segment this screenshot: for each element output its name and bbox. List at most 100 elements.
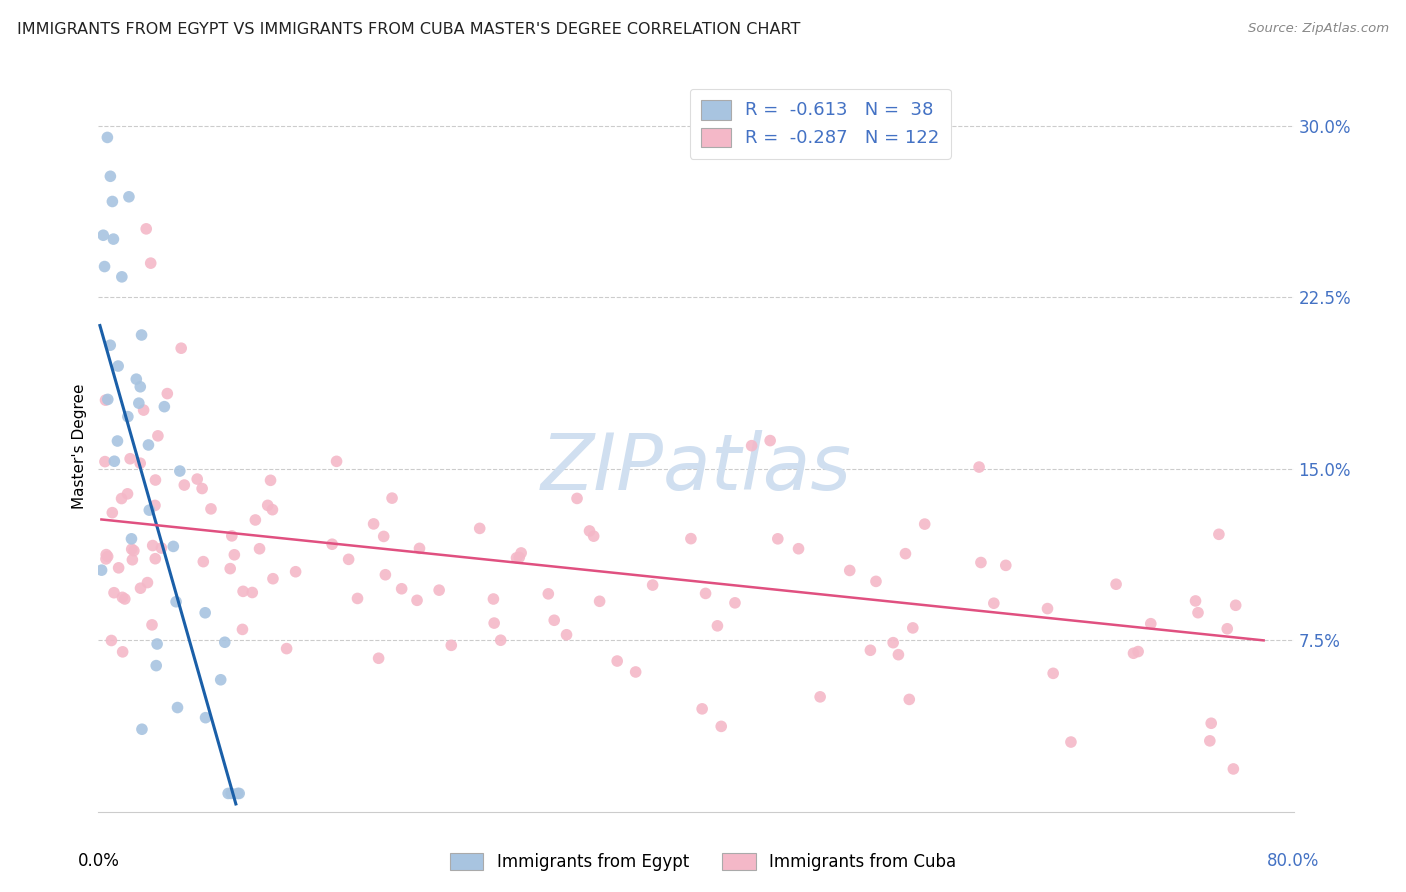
Point (111, 591, 134, 605)
Point (219, 787, 242, 801)
Point (145, 658, 167, 673)
Point (505, 550, 527, 565)
Point (231, 623, 253, 637)
Point (321, 537, 343, 551)
Point (256, 499, 278, 513)
Point (741, 439, 763, 453)
Point (193, 555, 215, 569)
Point (94, 455, 117, 469)
Point (1105, 577, 1128, 591)
Point (194, 711, 217, 725)
Point (166, 700, 188, 714)
Point (94, 552, 117, 566)
Point (578, 524, 600, 538)
Point (221, 529, 243, 543)
Point (93, 260, 115, 274)
Point (994, 558, 1017, 573)
Point (200, 501, 222, 516)
Point (482, 592, 505, 607)
Point (374, 567, 396, 582)
Point (641, 578, 664, 592)
Point (894, 547, 917, 561)
Point (555, 628, 578, 642)
Point (1122, 646, 1144, 660)
Point (129, 456, 152, 470)
Text: Source: ZipAtlas.com: Source: ZipAtlas.com (1249, 22, 1389, 36)
Point (214, 635, 236, 649)
Point (111, 645, 134, 659)
Point (165, 595, 187, 609)
Point (679, 532, 702, 546)
Point (107, 561, 129, 575)
Point (103, 585, 125, 599)
Point (1139, 616, 1161, 631)
Point (1225, 599, 1247, 613)
Point (1060, 735, 1083, 749)
Point (145, 473, 167, 487)
Point (191, 482, 214, 496)
Point (129, 380, 152, 394)
Point (706, 619, 728, 633)
Point (766, 532, 789, 546)
Point (121, 542, 143, 557)
Point (249, 541, 271, 556)
Point (110, 491, 132, 506)
Point (582, 529, 605, 543)
Point (173, 478, 195, 492)
Point (724, 596, 747, 610)
Point (121, 553, 143, 567)
Point (141, 618, 163, 632)
Point (224, 548, 246, 562)
Point (132, 403, 155, 417)
Point (1036, 601, 1059, 615)
Point (983, 596, 1005, 610)
Point (153, 400, 176, 414)
Point (228, 787, 250, 801)
Point (117, 487, 139, 501)
Point (103, 232, 125, 246)
Point (143, 499, 166, 513)
Point (901, 621, 924, 635)
Point (114, 591, 136, 606)
Text: 0.0%: 0.0% (77, 852, 120, 870)
Point (284, 565, 307, 579)
Point (90, 563, 112, 577)
Point (170, 341, 193, 355)
Point (914, 517, 936, 532)
Point (346, 591, 368, 606)
Point (1184, 594, 1206, 608)
Point (131, 723, 153, 737)
Point (107, 434, 129, 448)
Point (787, 541, 810, 556)
Point (1222, 762, 1244, 776)
Point (217, 787, 239, 801)
Point (97, 392, 120, 407)
Point (146, 637, 169, 651)
Point (162, 540, 184, 554)
Text: ZIPatlas: ZIPatlas (540, 430, 852, 506)
Point (122, 543, 145, 558)
Point (325, 454, 347, 468)
Point (690, 702, 713, 716)
Point (967, 460, 990, 475)
Point (101, 194, 124, 209)
Point (118, 190, 141, 204)
Point (1198, 734, 1220, 748)
Point (142, 539, 165, 553)
Point (1216, 622, 1239, 636)
Point (103, 454, 125, 468)
Point (136, 575, 159, 590)
Point (150, 541, 173, 555)
Point (262, 572, 284, 586)
Point (232, 584, 254, 599)
Point (588, 594, 610, 608)
Point (337, 552, 360, 566)
Point (406, 593, 429, 607)
Point (606, 654, 628, 668)
Point (882, 635, 904, 649)
Point (111, 269, 134, 284)
Point (98, 169, 122, 184)
Point (125, 372, 148, 386)
Point (131, 328, 153, 343)
Point (440, 638, 463, 652)
